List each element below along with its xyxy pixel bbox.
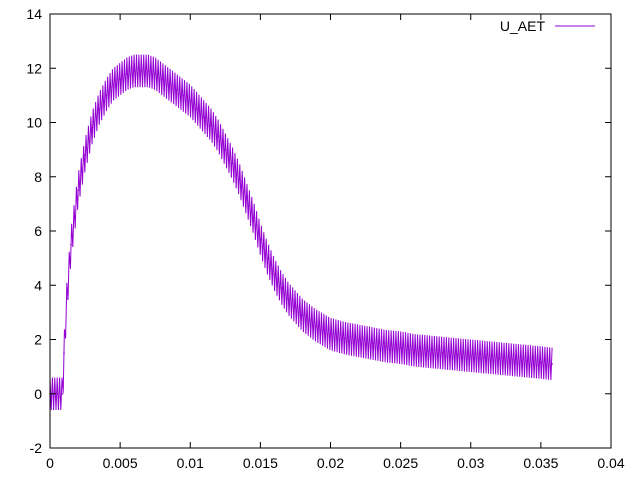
data-point bbox=[126, 72, 128, 75]
data-point bbox=[301, 314, 304, 316]
data-point bbox=[182, 94, 185, 97]
y-tick-label: 8 bbox=[34, 169, 42, 185]
data-point bbox=[161, 78, 163, 80]
data-point bbox=[329, 333, 332, 335]
data-point bbox=[322, 329, 325, 331]
data-point bbox=[224, 148, 227, 151]
data-point bbox=[427, 350, 430, 353]
data-point bbox=[385, 345, 388, 348]
data-point bbox=[175, 89, 178, 91]
data-point bbox=[66, 298, 68, 300]
data-point bbox=[245, 197, 248, 200]
data-point bbox=[551, 363, 553, 365]
x-tick-label: 0.015 bbox=[243, 455, 278, 471]
data-point bbox=[315, 325, 318, 327]
data-point bbox=[399, 346, 402, 349]
y-tick-label: 10 bbox=[26, 115, 42, 131]
data-point bbox=[526, 360, 528, 363]
y-tick-label: 12 bbox=[26, 60, 42, 76]
data-point bbox=[203, 116, 206, 118]
data-point bbox=[91, 127, 93, 129]
data-point bbox=[512, 359, 514, 361]
data-point bbox=[252, 216, 255, 219]
data-point bbox=[70, 243, 72, 246]
data-point bbox=[56, 392, 58, 395]
data-point bbox=[147, 70, 149, 72]
x-tick-label: 0.025 bbox=[383, 455, 418, 471]
legend-label-u-aet: U_AET bbox=[500, 18, 546, 34]
data-point bbox=[540, 361, 542, 364]
y-tick-label: 6 bbox=[34, 223, 42, 239]
data-point bbox=[77, 189, 79, 192]
data-point bbox=[259, 238, 262, 240]
data-point bbox=[287, 298, 290, 300]
data-point bbox=[84, 154, 86, 156]
y-tick-label: 4 bbox=[34, 277, 42, 293]
data-point bbox=[308, 319, 311, 322]
series-line-u-aet bbox=[49, 54, 553, 411]
legend: U_AET bbox=[500, 18, 595, 34]
data-point bbox=[469, 354, 472, 357]
data-point bbox=[455, 353, 458, 356]
data-point bbox=[371, 342, 374, 345]
y-tick-label: 0 bbox=[34, 386, 42, 402]
x-tick-label: 0.01 bbox=[177, 455, 204, 471]
y-tick-label: 14 bbox=[26, 6, 42, 22]
x-tick-label: 0.035 bbox=[523, 455, 558, 471]
data-point bbox=[231, 162, 234, 164]
x-tick-label: 0.03 bbox=[457, 455, 484, 471]
data-point bbox=[294, 306, 297, 308]
data-point bbox=[105, 94, 107, 97]
data-point bbox=[266, 257, 269, 259]
data-point bbox=[413, 349, 416, 352]
data-point bbox=[133, 70, 135, 72]
data-point bbox=[343, 337, 346, 339]
data-point bbox=[483, 356, 486, 358]
y-tick-label: 2 bbox=[34, 332, 42, 348]
series-layer bbox=[49, 54, 553, 411]
data-point bbox=[98, 108, 100, 110]
data-point bbox=[280, 287, 283, 289]
x-tick-label: 0 bbox=[46, 455, 54, 471]
ticks-layer: 0 0.005 0.01 0.015 0.02 0.025 0.03 0.035 0.04-20… bbox=[26, 6, 624, 471]
data-point bbox=[119, 78, 121, 80]
data-point bbox=[217, 135, 220, 137]
data-point bbox=[498, 357, 500, 360]
data-point bbox=[238, 178, 241, 181]
data-point bbox=[63, 352, 65, 354]
data-point bbox=[154, 72, 156, 75]
data-point bbox=[168, 83, 171, 86]
data-point bbox=[196, 108, 199, 110]
data-point bbox=[189, 100, 192, 102]
data-point bbox=[210, 124, 213, 127]
data-point bbox=[357, 340, 360, 342]
data-point bbox=[273, 273, 276, 276]
x-tick-label: 0.04 bbox=[597, 455, 624, 471]
x-tick-label: 0.02 bbox=[317, 455, 344, 471]
data-point bbox=[112, 83, 114, 86]
data-point bbox=[140, 70, 142, 72]
x-tick-label: 0.005 bbox=[103, 455, 138, 471]
data-point bbox=[441, 352, 444, 354]
y-tick-label: -2 bbox=[30, 440, 43, 456]
plot-frame bbox=[49, 13, 612, 449]
data-point bbox=[61, 392, 64, 395]
